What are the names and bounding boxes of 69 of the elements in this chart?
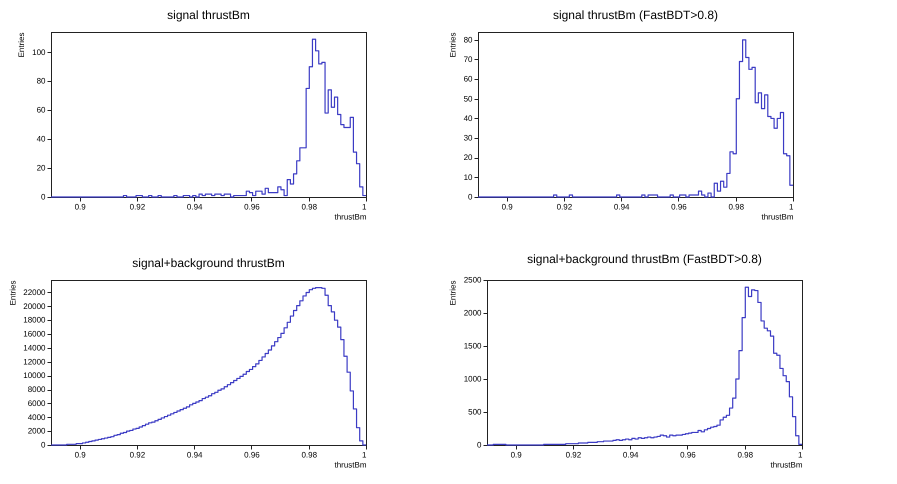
x-tick-label: 0.96: [680, 450, 696, 460]
x-tick-label: 1: [362, 202, 368, 212]
y-tick-label: 40: [36, 134, 46, 144]
y-tick-label: 80: [36, 76, 46, 86]
y-tick-label: 60: [464, 74, 474, 84]
chart-title: signal+background thrustBm: [132, 256, 285, 270]
x-tick-label: 0.94: [614, 202, 630, 212]
y-tick-label: 20000: [23, 302, 46, 311]
x-tick-label: 0.92: [566, 450, 582, 460]
x-axis-title: thrustBm: [334, 460, 367, 470]
y-tick-label: 0: [41, 192, 46, 202]
y-axis-title: Entries: [448, 280, 458, 306]
y-tick-label: 22000: [23, 288, 46, 297]
y-axis-title: Entries: [448, 32, 458, 58]
y-tick-label: 0: [477, 440, 482, 450]
y-tick-label: 4000: [28, 412, 46, 422]
y-tick-label: 0: [41, 440, 46, 450]
chart-title: signal thrustBm (FastBDT>0.8): [552, 8, 718, 22]
y-tick-label: 60: [36, 106, 46, 115]
y-tick-label: 500: [468, 408, 482, 416]
x-tick-label: 0.94: [186, 450, 204, 460]
x-tick-label: 0.96: [244, 202, 260, 212]
y-tick-label: 1000: [464, 374, 482, 384]
x-axis-title: thrustBm: [770, 460, 803, 470]
y-tick-label: 10000: [23, 371, 46, 380]
y-tick-label: 70: [464, 55, 474, 64]
y-tick-label: 20: [36, 164, 46, 173]
y-tick-label: 2000: [464, 308, 482, 318]
x-tick-label: 0.98: [301, 450, 318, 460]
x-tick-label: 0.98: [737, 450, 754, 460]
y-tick-label: 30: [464, 134, 474, 143]
x-tick-label: 1: [362, 450, 368, 460]
x-tick-label: 0.94: [186, 202, 204, 212]
x-tick-label: 0.96: [671, 202, 688, 212]
x-tick-label: 0.98: [301, 202, 318, 212]
x-tick-label: 0.92: [556, 202, 573, 212]
y-tick-label: 100: [32, 48, 46, 57]
y-tick-label: 16000: [23, 330, 46, 339]
x-tick-label: 0.9: [74, 450, 86, 460]
x-tick-label: 0.92: [130, 450, 146, 460]
y-tick-label: 2500: [464, 276, 482, 284]
y-tick-label: 18000: [23, 316, 46, 325]
x-axis-title: thrustBm: [334, 212, 367, 222]
x-tick-label: 0.9: [74, 202, 86, 212]
x-tick-label: 0.92: [130, 202, 146, 212]
y-tick-label: 1500: [464, 342, 482, 350]
y-tick-label: 40: [464, 114, 474, 123]
y-tick-label: 6000: [28, 398, 46, 408]
x-axis-title: thrustBm: [761, 212, 794, 222]
y-tick-label: 20: [464, 153, 474, 162]
y-tick-label: 8000: [28, 385, 46, 394]
y-tick-label: 0: [468, 192, 474, 202]
y-tick-label: 12000: [23, 357, 46, 366]
y-tick-label: 80: [464, 35, 474, 44]
y-tick-label: 14000: [23, 343, 46, 352]
x-tick-label: 0.94: [622, 450, 640, 460]
y-axis-title: Entries: [17, 32, 26, 58]
chart-title: signal+background thrustBm (FastBDT>0.8): [527, 252, 762, 266]
y-tick-label: 2000: [28, 426, 46, 436]
chart-title: signal thrustBm: [167, 8, 250, 22]
y-axis-title: Entries: [8, 280, 18, 306]
y-tick-label: 10: [464, 172, 474, 182]
x-tick-label: 1: [798, 450, 804, 460]
x-tick-label: 0.98: [728, 202, 745, 212]
x-tick-label: 0.9: [502, 202, 514, 212]
y-tick-label: 50: [464, 94, 474, 104]
x-tick-label: 0.9: [510, 450, 522, 460]
x-tick-label: 0.96: [244, 450, 260, 460]
x-tick-label: 1: [789, 202, 794, 212]
